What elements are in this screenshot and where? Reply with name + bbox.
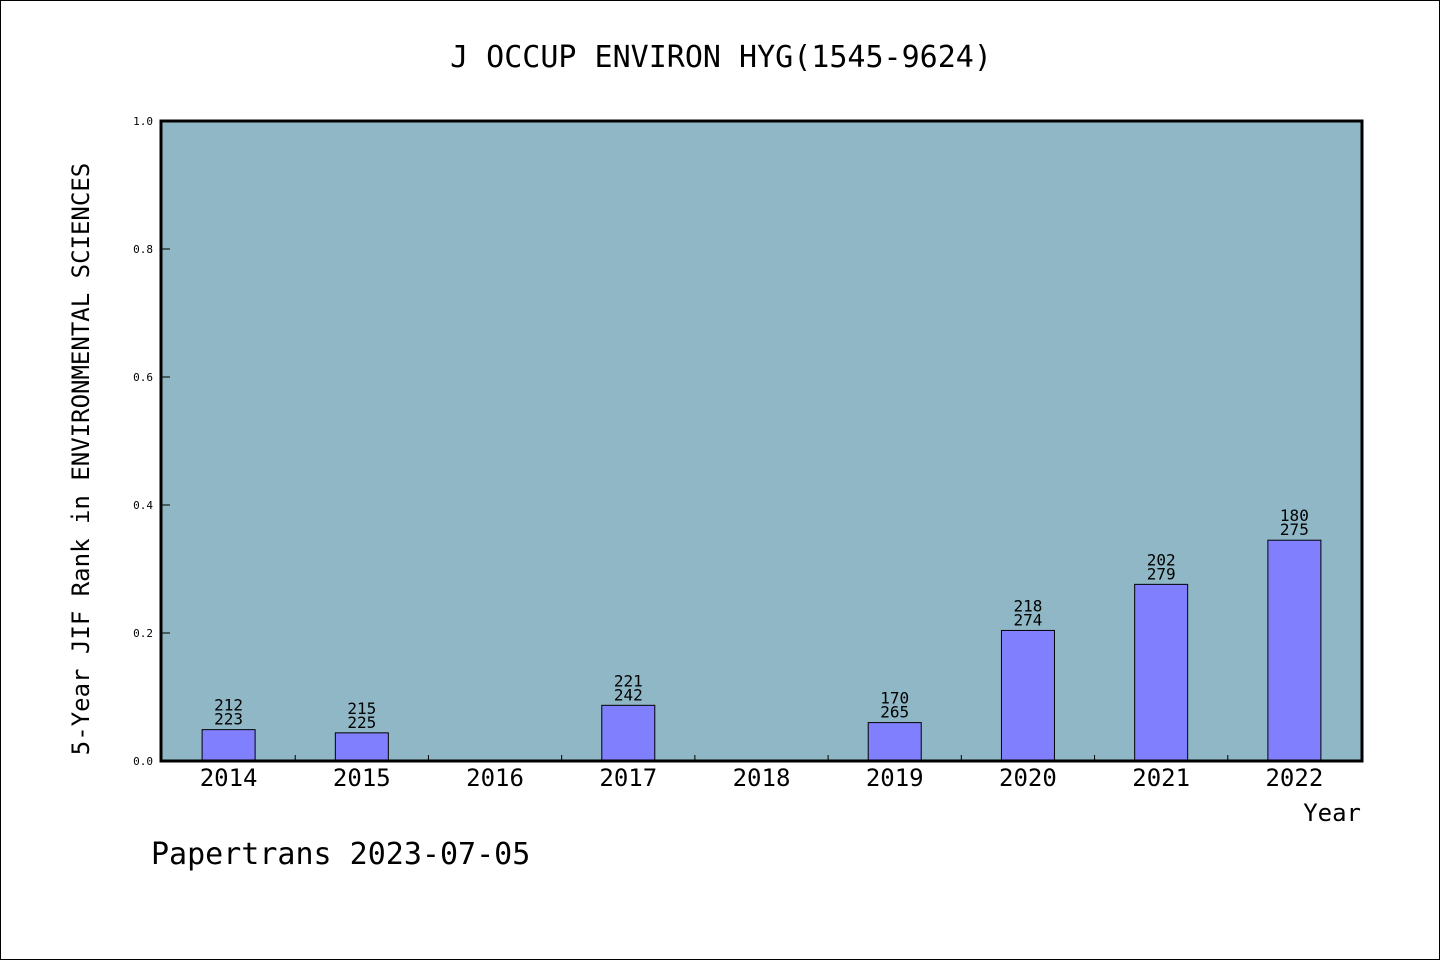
data-label-top: 221 (614, 671, 643, 690)
x-tick-label: 2015 (333, 764, 391, 792)
bars-group (201, 539, 1322, 762)
chart-title: J OCCUP ENVIRON HYG(1545-9624) (450, 40, 992, 75)
data-label-bottom: 279 (1147, 564, 1176, 583)
y-tick-label: 1.0 (133, 115, 153, 128)
bar-2017 (601, 704, 656, 762)
data-label-bottom: 265 (880, 703, 909, 722)
data-label-top: 215 (347, 699, 376, 718)
x-axis-ticks: 2014 2015 2016 2017 2018 2019 2020 2021 2022 (200, 755, 1323, 792)
bar-2021 (1134, 583, 1189, 762)
x-tick-label: 2020 (999, 764, 1057, 792)
plot-border (159, 119, 1364, 763)
bar-2022 (1267, 539, 1322, 762)
y-tick-label: 0.8 (133, 243, 153, 256)
x-tick-label: 2018 (733, 764, 791, 792)
y-tick-label: 0.6 (133, 371, 153, 384)
x-tick-label: 2022 (1265, 764, 1323, 792)
x-tick-label: 2019 (866, 764, 924, 792)
x-axis-label: Year (1303, 799, 1361, 827)
data-label-bottom: 223 (214, 710, 243, 729)
y-axis-ticks: 0.0 0.2 0.4 0.6 0.8 1.0 (133, 115, 170, 768)
data-label-top: 218 (1013, 596, 1042, 615)
y-tick-label: 0.4 (133, 499, 153, 512)
x-tick-label: 2016 (466, 764, 524, 792)
y-axis-label: 5-Year JIF Rank in ENVIRONMENTAL SCIENCE… (67, 163, 95, 755)
data-label-top: 180 (1280, 506, 1309, 525)
x-tick-label: 2017 (599, 764, 657, 792)
x-tick-label: 2021 (1132, 764, 1190, 792)
footer-text: Papertrans 2023-07-05 (151, 837, 530, 872)
bar-2020 (1000, 629, 1055, 762)
bar-2014 (201, 729, 256, 762)
data-label-top: 170 (880, 689, 909, 708)
bar-2019 (867, 722, 922, 762)
y-tick-label: 0.0 (133, 755, 153, 768)
data-label-bottom: 225 (347, 713, 376, 732)
bar-2015 (334, 732, 389, 762)
data-label-top: 202 (1147, 550, 1176, 569)
y-tick-label: 0.2 (133, 627, 153, 640)
data-label-bottom: 242 (614, 685, 643, 704)
data-label-bottom: 274 (1013, 610, 1042, 629)
data-label-bottom: 275 (1280, 520, 1309, 539)
x-tick-label: 2014 (200, 764, 258, 792)
data-label-top: 212 (214, 696, 243, 715)
